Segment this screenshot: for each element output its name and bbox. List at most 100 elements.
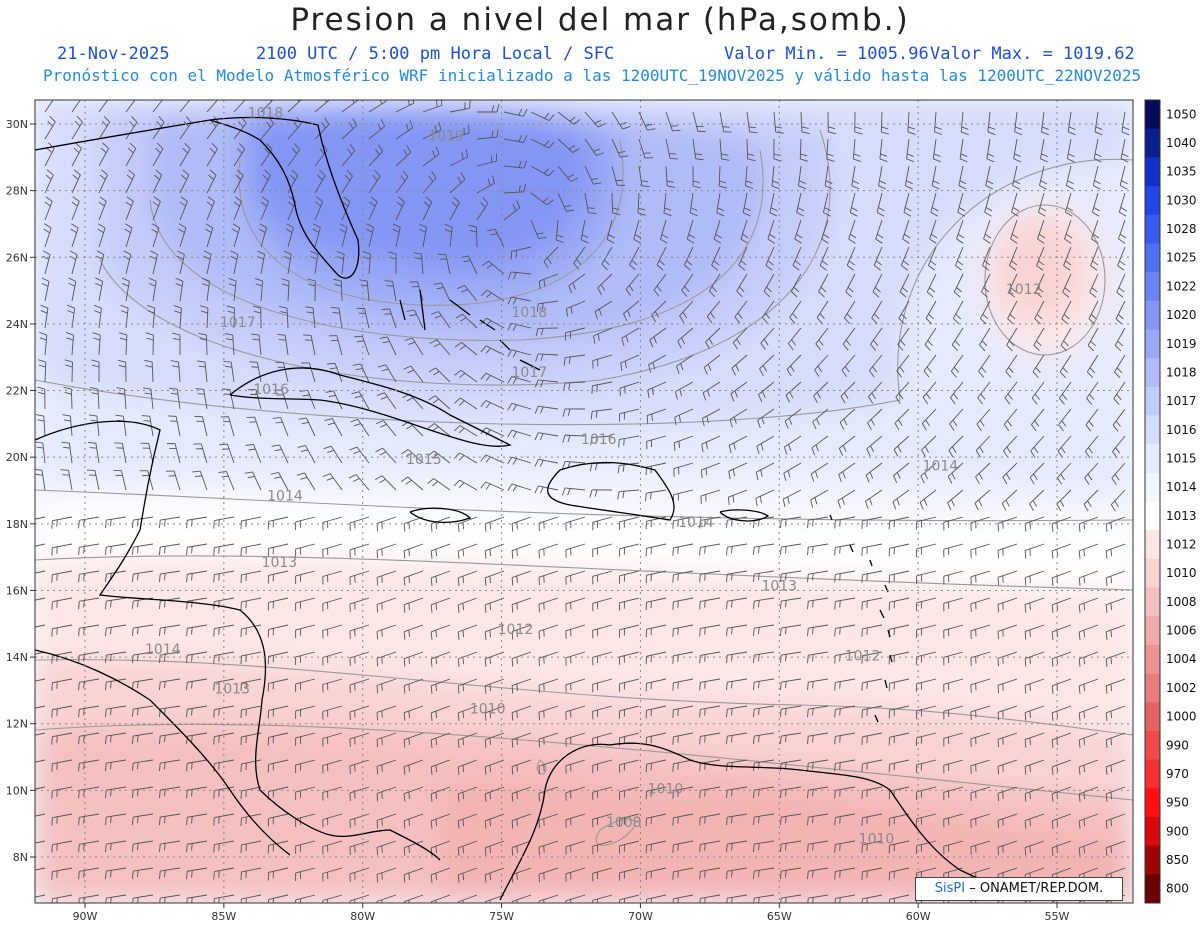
lat-label: 12N bbox=[6, 718, 28, 731]
colorbar-swatch bbox=[1145, 473, 1160, 502]
isobar-label: 1010 bbox=[470, 702, 506, 718]
forecast-info: Pronóstico con el Modelo Atmosférico WRF… bbox=[43, 66, 1141, 85]
isobar-label: 1010 bbox=[859, 832, 895, 848]
isobar-label: 1010 bbox=[648, 782, 684, 798]
colorbar-swatch bbox=[1145, 387, 1160, 416]
colorbar-swatch bbox=[1145, 129, 1160, 158]
colorbar-label: 970 bbox=[1166, 767, 1189, 781]
isobar-label: 1014 bbox=[678, 515, 714, 531]
isobar-label: 1013 bbox=[761, 578, 797, 594]
colorbar-label: 1019 bbox=[1166, 337, 1197, 351]
isobar-label: 1019 bbox=[428, 129, 464, 145]
isobar-label: 1013 bbox=[262, 555, 298, 571]
colorbar-swatch bbox=[1145, 243, 1160, 272]
isobar-label: 1014 bbox=[145, 642, 181, 658]
colorbar-label: 800 bbox=[1166, 882, 1189, 896]
credit-box: SisPI – ONAMET/REP.DOM. bbox=[915, 877, 1123, 901]
colorbar-swatch bbox=[1145, 588, 1160, 617]
lon-label: 90W bbox=[73, 910, 98, 923]
colorbar-label: 1012 bbox=[1166, 538, 1197, 552]
colorbar-label: 1018 bbox=[1166, 365, 1197, 379]
colorbar: 1050 1040 1035 1030 1028 1025 1022 1020 1019 1018… bbox=[1145, 100, 1197, 904]
colorbar-swatch bbox=[1145, 645, 1160, 674]
isobar-label: 1017 bbox=[220, 315, 256, 331]
lat-label: 20N bbox=[6, 451, 28, 464]
lon-label: 55W bbox=[1045, 910, 1070, 923]
colorbar-label: 1013 bbox=[1166, 509, 1197, 523]
colorbar-swatch bbox=[1145, 100, 1160, 129]
colorbar-label: 1006 bbox=[1166, 624, 1197, 638]
colorbar-label: 1020 bbox=[1166, 308, 1197, 322]
isobar-label: 1014 bbox=[267, 488, 303, 504]
colorbar-swatch bbox=[1145, 215, 1160, 244]
colorbar-label: 1015 bbox=[1166, 451, 1197, 465]
colorbar-label: 1008 bbox=[1166, 595, 1197, 609]
colorbar-swatch bbox=[1145, 559, 1160, 588]
isobar-label: 1012 bbox=[845, 648, 881, 664]
credit-text: – ONAMET/REP.DOM. bbox=[969, 881, 1103, 896]
brand-label: SisPI bbox=[935, 881, 965, 896]
colorbar-label: 1014 bbox=[1166, 480, 1197, 494]
colorbar-swatch bbox=[1145, 874, 1160, 903]
colorbar-label: 1022 bbox=[1166, 279, 1197, 293]
lat-label: 30N bbox=[6, 118, 28, 131]
colorbar-label: 990 bbox=[1166, 738, 1189, 752]
isobar-label: 1018 bbox=[248, 105, 284, 121]
colorbar-label: 1030 bbox=[1166, 193, 1197, 207]
lat-label: 16N bbox=[6, 584, 28, 597]
colorbar-label: 1002 bbox=[1166, 681, 1197, 695]
lon-label: 70W bbox=[628, 910, 653, 923]
colorbar-swatch bbox=[1145, 415, 1160, 444]
colorbar-swatch bbox=[1145, 846, 1160, 875]
colorbar-label: 900 bbox=[1166, 824, 1189, 838]
lat-label: 8N bbox=[13, 851, 28, 864]
isobar-label: 1008 bbox=[606, 815, 642, 831]
colorbar-swatch bbox=[1145, 444, 1160, 473]
lat-label: 28N bbox=[6, 185, 28, 198]
isobar-label: 1016 bbox=[581, 432, 617, 448]
isobar-label: 1017 bbox=[512, 365, 548, 381]
valid-time: 2100 UTC / 5:00 pm Hora Local / SFC bbox=[256, 44, 614, 64]
colorbar-swatch bbox=[1145, 731, 1160, 760]
isobar-label: 1012 bbox=[498, 622, 534, 638]
colorbar-label: 1040 bbox=[1166, 136, 1197, 150]
isobar-label: 1018 bbox=[512, 305, 548, 321]
colorbar-label: 1016 bbox=[1166, 423, 1197, 437]
colorbar-label: 1017 bbox=[1166, 394, 1197, 408]
lat-label: 18N bbox=[6, 518, 28, 531]
lon-label: 75W bbox=[489, 910, 514, 923]
isobar-label: 1014 bbox=[923, 459, 959, 475]
isobar-label: 1012 bbox=[1006, 282, 1042, 298]
isobar-label: 1015 bbox=[406, 452, 442, 468]
lat-label: 10N bbox=[6, 784, 28, 797]
colorbar-swatch bbox=[1145, 272, 1160, 301]
colorbar-swatch bbox=[1145, 502, 1160, 531]
valid-date: 21-Nov-2025 bbox=[57, 44, 170, 64]
isobar-label: 1013 bbox=[214, 682, 250, 698]
colorbar-swatch bbox=[1145, 186, 1160, 215]
colorbar-label: 1000 bbox=[1166, 710, 1197, 724]
colorbar-swatch bbox=[1145, 674, 1160, 703]
colorbar-swatch bbox=[1145, 817, 1160, 846]
colorbar-swatch bbox=[1145, 616, 1160, 645]
lon-label: 60W bbox=[906, 910, 931, 923]
colorbar-label: 950 bbox=[1166, 796, 1189, 810]
lat-label: 22N bbox=[6, 385, 28, 398]
lat-label: 14N bbox=[6, 651, 28, 664]
colorbar-label: 1025 bbox=[1166, 251, 1197, 265]
colorbar-label: 1004 bbox=[1166, 652, 1197, 666]
colorbar-swatch bbox=[1145, 157, 1160, 186]
colorbar-swatch bbox=[1145, 301, 1160, 330]
isobar-label: 1016 bbox=[253, 382, 289, 398]
colorbar-swatch bbox=[1145, 702, 1160, 731]
colorbar-swatch bbox=[1145, 329, 1160, 358]
colorbar-swatch bbox=[1145, 788, 1160, 817]
min-value: Valor Min. = 1005.96 bbox=[724, 44, 929, 64]
colorbar-label: 1035 bbox=[1166, 165, 1197, 179]
colorbar-label: 1010 bbox=[1166, 566, 1197, 580]
colorbar-label: 1050 bbox=[1166, 107, 1197, 121]
lat-label: 26N bbox=[6, 251, 28, 264]
colorbar-label: 1028 bbox=[1166, 222, 1197, 236]
